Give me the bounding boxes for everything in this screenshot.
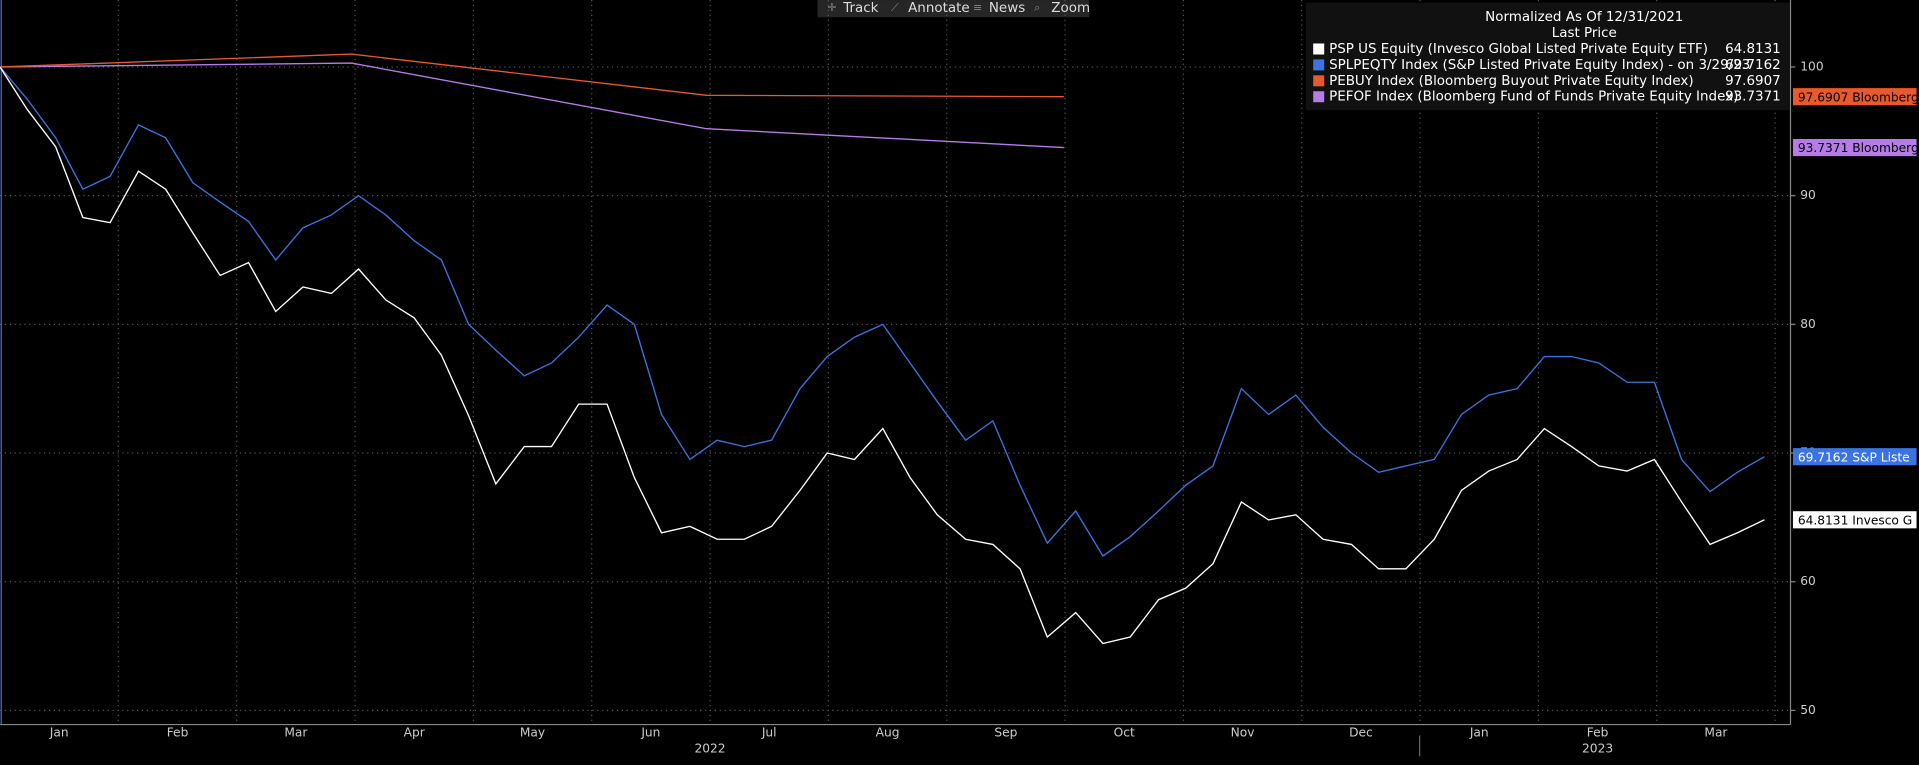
- badge-value: 69.7162: [1798, 450, 1849, 464]
- badge-value: 93.7371: [1798, 141, 1849, 155]
- x-tick-label: Mar: [284, 726, 308, 740]
- grid: [0, 0, 1791, 725]
- badge-name: Bloomberg: [1852, 90, 1918, 104]
- track-icon: ✛: [827, 1, 836, 14]
- x-tick-label: Nov: [1231, 726, 1255, 740]
- x-tick-label: Oct: [1114, 726, 1135, 740]
- zoom-icon: ⌕: [1034, 1, 1040, 14]
- x-tick-label: Feb: [1587, 726, 1609, 740]
- series-line: [0, 62, 1064, 149]
- x-tick-label: Mar: [1704, 726, 1728, 740]
- x-tick-label: Jan: [49, 726, 69, 740]
- toolbar-button[interactable]: Zoom: [1051, 1, 1090, 16]
- series-line: [0, 53, 1064, 98]
- badge-text: 97.6907 Bloomberg: [1798, 90, 1919, 104]
- year-label: 2022: [694, 742, 725, 756]
- x-tick-label: Sep: [994, 726, 1017, 740]
- y-tick-label: 90: [1800, 188, 1816, 202]
- y-tick-label: 50: [1800, 703, 1816, 717]
- toolbar-button[interactable]: Track: [842, 1, 878, 16]
- x-tick-label: Jun: [640, 726, 660, 740]
- badge-text: 93.7371 Bloomberg: [1798, 141, 1919, 155]
- legend-swatch: [1313, 59, 1325, 71]
- legend-title: Normalized As Of 12/31/2021: [1485, 10, 1683, 25]
- legend-box: [1305, 2, 1790, 111]
- series-line: [0, 66, 1765, 645]
- y-tick-label: 60: [1800, 574, 1816, 588]
- value-badge: [1792, 88, 1917, 106]
- y-tick-label: 100: [1800, 59, 1823, 73]
- legend-swatch: [1313, 91, 1325, 103]
- toolbar: ✛ Track ⟋ Annotate ≡ News ⌕ Zoom: [817, 0, 1090, 18]
- x-tick-label: May: [520, 726, 545, 740]
- x-tick-label: Aug: [876, 726, 900, 740]
- value-badge: [1792, 511, 1917, 529]
- badge-value: 97.6907: [1798, 90, 1849, 104]
- badge-text: 64.8131 Invesco G: [1798, 513, 1912, 527]
- annotate-icon: ⟋: [891, 1, 899, 14]
- badge-name: Invesco G: [1852, 513, 1912, 527]
- legend-swatch: [1313, 75, 1325, 87]
- toolbar-button[interactable]: News: [989, 1, 1025, 16]
- legend-label: SPLPEQTY Index (S&P Listed Private Equit…: [1329, 58, 1750, 73]
- series-line: [0, 66, 1765, 557]
- toolbar-button[interactable]: Annotate: [908, 1, 970, 16]
- badge-text: 69.7162 S&P Liste: [1798, 450, 1910, 464]
- legend-value: 64.8131: [1725, 42, 1781, 57]
- x-tick-label: Apr: [404, 726, 426, 740]
- legend-swatch: [1313, 43, 1325, 55]
- news-icon: ≡: [973, 1, 982, 14]
- value-badge: [1792, 138, 1917, 157]
- x-tick-label: Jul: [761, 726, 777, 740]
- toolbar-bg: [817, 0, 1090, 18]
- badge-name: Bloomberg: [1852, 141, 1918, 155]
- x-tick-label: Jan: [1469, 726, 1489, 740]
- badge-name: S&P Liste: [1852, 450, 1909, 464]
- x-tick-label: Feb: [167, 726, 189, 740]
- badge-value: 64.8131: [1798, 513, 1849, 527]
- legend-label: PEFOF Index (Bloomberg Fund of Funds Pri…: [1329, 90, 1738, 105]
- x-tick-label: Dec: [1349, 726, 1373, 740]
- legend-label: PSP US Equity (Invesco Global Listed Pri…: [1329, 42, 1708, 57]
- y-tick-label: 80: [1800, 317, 1816, 331]
- legend-label: PEBUY Index (Bloomberg Buyout Private Eq…: [1329, 74, 1694, 89]
- legend-value: 93.7371: [1725, 90, 1781, 105]
- legend-subtitle: Last Price: [1552, 26, 1617, 41]
- year-label: 2023: [1582, 742, 1613, 756]
- legend-value: 69.7162: [1725, 58, 1781, 73]
- value-badge: [1792, 448, 1917, 466]
- legend-value: 97.6907: [1725, 74, 1781, 89]
